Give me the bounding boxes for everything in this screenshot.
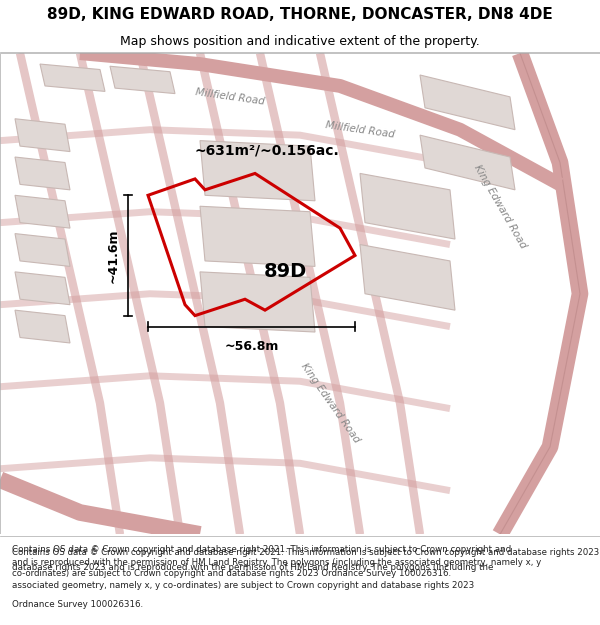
Text: Contains OS data © Crown copyright and database right 2021. This information is : Contains OS data © Crown copyright and d…: [12, 548, 599, 578]
Polygon shape: [200, 206, 315, 266]
Text: Ordnance Survey 100026316.: Ordnance Survey 100026316.: [12, 599, 143, 609]
Polygon shape: [40, 64, 105, 91]
Text: Millfield Road: Millfield Road: [195, 87, 265, 107]
Text: database rights 2023 and is reproduced with the permission of HM Land Registry. : database rights 2023 and is reproduced w…: [12, 563, 493, 572]
Polygon shape: [15, 195, 70, 228]
Polygon shape: [15, 157, 70, 190]
Text: Contains OS data © Crown copyright and database right 2021. This information is : Contains OS data © Crown copyright and d…: [12, 545, 511, 554]
Text: King Edward Road: King Edward Road: [472, 162, 528, 250]
Text: King Edward Road: King Edward Road: [299, 361, 361, 445]
Polygon shape: [420, 135, 515, 190]
Polygon shape: [15, 119, 70, 151]
Text: ~631m²/~0.156ac.: ~631m²/~0.156ac.: [195, 143, 340, 157]
Text: Map shows position and indicative extent of the property.: Map shows position and indicative extent…: [120, 35, 480, 48]
Polygon shape: [420, 75, 515, 129]
Polygon shape: [360, 173, 455, 239]
Polygon shape: [200, 272, 315, 332]
Text: ~41.6m: ~41.6m: [107, 228, 120, 282]
Text: Millfield Road: Millfield Road: [325, 120, 395, 139]
Text: associated geometry, namely x, y co-ordinates) are subject to Crown copyright an: associated geometry, namely x, y co-ordi…: [12, 581, 474, 591]
Polygon shape: [110, 66, 175, 94]
Polygon shape: [360, 244, 455, 310]
Polygon shape: [15, 234, 70, 266]
Polygon shape: [200, 141, 315, 201]
Text: 89D: 89D: [263, 262, 307, 281]
Text: 89D, KING EDWARD ROAD, THORNE, DONCASTER, DN8 4DE: 89D, KING EDWARD ROAD, THORNE, DONCASTER…: [47, 8, 553, 22]
Text: ~56.8m: ~56.8m: [224, 340, 278, 352]
Polygon shape: [15, 272, 70, 304]
Polygon shape: [15, 310, 70, 343]
